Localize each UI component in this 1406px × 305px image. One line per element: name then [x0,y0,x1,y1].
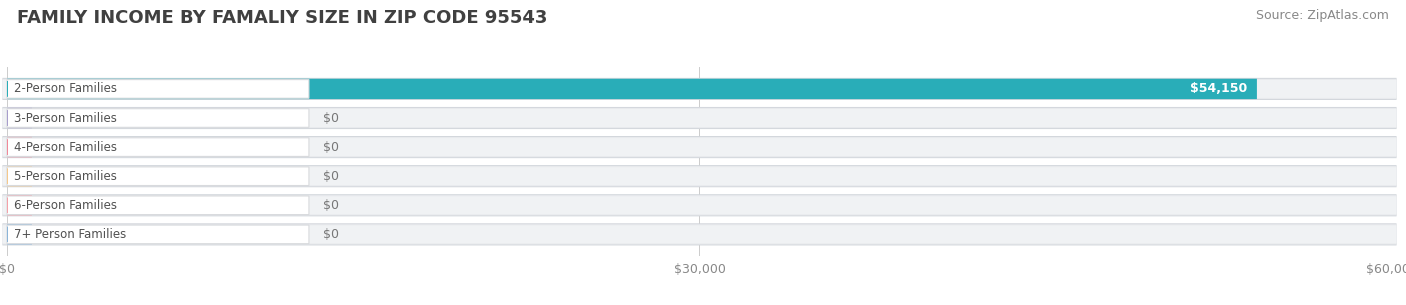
FancyBboxPatch shape [7,80,309,98]
FancyBboxPatch shape [7,195,32,215]
Text: Source: ZipAtlas.com: Source: ZipAtlas.com [1256,9,1389,22]
FancyBboxPatch shape [7,225,309,244]
FancyBboxPatch shape [7,166,32,186]
Text: 5-Person Families: 5-Person Families [14,170,117,183]
FancyBboxPatch shape [3,78,1396,100]
FancyBboxPatch shape [3,195,1396,215]
FancyBboxPatch shape [7,138,309,156]
FancyBboxPatch shape [7,109,309,127]
Text: $0: $0 [323,228,339,241]
FancyBboxPatch shape [3,80,1396,98]
FancyBboxPatch shape [7,79,1257,99]
FancyBboxPatch shape [7,108,32,128]
Text: 7+ Person Families: 7+ Person Families [14,228,127,241]
FancyBboxPatch shape [3,196,1396,214]
FancyBboxPatch shape [3,225,1396,243]
Text: $0: $0 [323,112,339,124]
Text: $0: $0 [323,141,339,154]
FancyBboxPatch shape [3,165,1396,187]
Text: $54,150: $54,150 [1191,82,1247,95]
Text: 4-Person Families: 4-Person Families [14,141,117,154]
FancyBboxPatch shape [3,107,1396,129]
Text: 2-Person Families: 2-Person Families [14,82,117,95]
Text: FAMILY INCOME BY FAMALIY SIZE IN ZIP CODE 95543: FAMILY INCOME BY FAMALIY SIZE IN ZIP COD… [17,9,547,27]
FancyBboxPatch shape [3,108,1396,128]
FancyBboxPatch shape [3,166,1396,186]
FancyBboxPatch shape [3,223,1396,246]
FancyBboxPatch shape [3,79,1396,99]
FancyBboxPatch shape [7,196,309,215]
Text: 6-Person Families: 6-Person Families [14,199,117,212]
FancyBboxPatch shape [3,136,1396,158]
FancyBboxPatch shape [7,137,32,157]
FancyBboxPatch shape [3,167,1396,185]
FancyBboxPatch shape [3,109,1396,127]
Text: $0: $0 [323,199,339,212]
Text: 3-Person Families: 3-Person Families [14,112,117,124]
FancyBboxPatch shape [3,137,1396,157]
FancyBboxPatch shape [3,194,1396,216]
Text: $0: $0 [323,170,339,183]
FancyBboxPatch shape [7,224,32,245]
FancyBboxPatch shape [3,138,1396,156]
FancyBboxPatch shape [3,224,1396,245]
FancyBboxPatch shape [7,167,309,185]
